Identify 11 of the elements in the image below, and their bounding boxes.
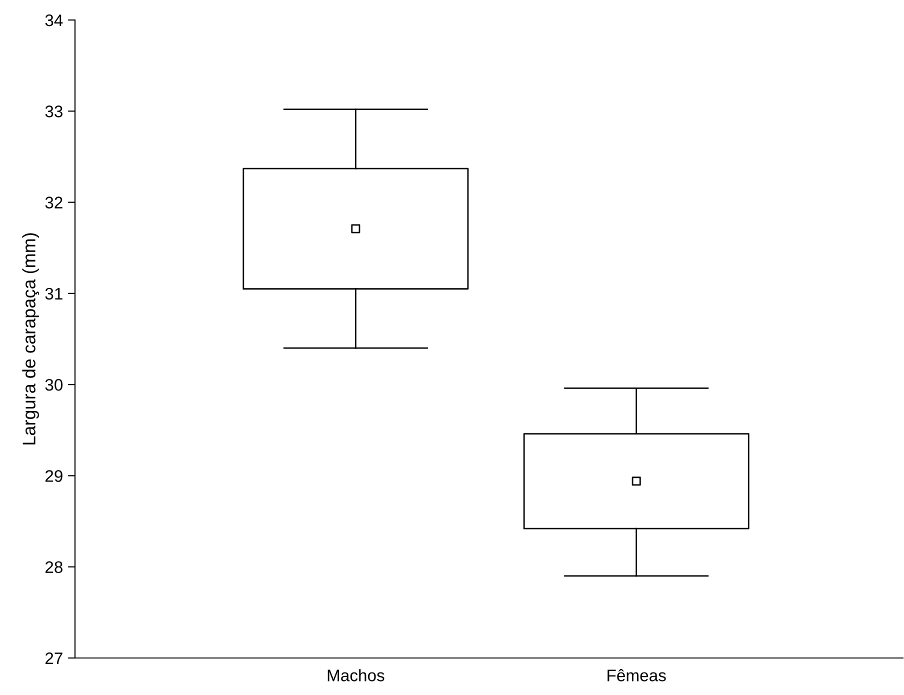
y-tick-label: 31 bbox=[45, 288, 62, 300]
x-tick-label: Fêmeas bbox=[608, 669, 666, 682]
y-tick-label: 33 bbox=[45, 106, 62, 118]
y-tick-label: 32 bbox=[45, 196, 62, 208]
y-axis-title: Largura de carapaça (mm) bbox=[22, 233, 40, 444]
y-tick-label: 29 bbox=[45, 470, 62, 482]
y-tick-label: 34 bbox=[45, 14, 63, 26]
x-tick-label: Machos bbox=[328, 669, 384, 682]
y-tick-label: 28 bbox=[45, 561, 62, 574]
y-tick-label: 30 bbox=[45, 378, 63, 391]
y-tick-label: 27 bbox=[45, 652, 62, 664]
